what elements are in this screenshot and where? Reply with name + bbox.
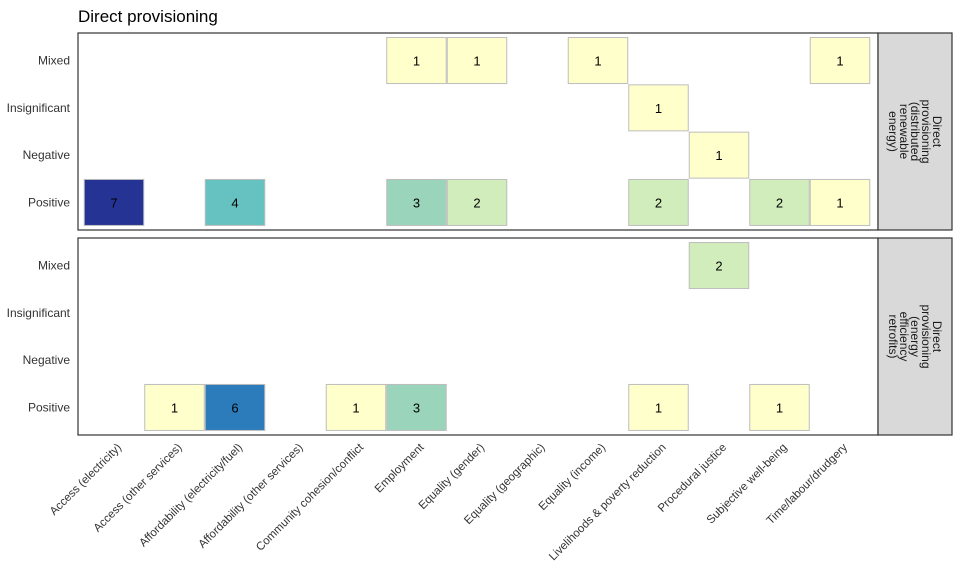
heatmap-tile bbox=[749, 383, 810, 431]
heatmap-tile bbox=[688, 242, 750, 290]
facet-strip-line: (energy bbox=[908, 316, 922, 357]
y-tick-label: Positive bbox=[28, 195, 70, 209]
cell-value-label: 2 bbox=[655, 195, 662, 210]
facet-strip-line: Direct bbox=[930, 321, 944, 353]
y-tick-label: Negative bbox=[23, 148, 71, 162]
cell-value-label: 1 bbox=[836, 195, 843, 210]
facet-strip bbox=[877, 237, 953, 436]
cell-value-label: 1 bbox=[776, 400, 783, 415]
heatmap-tile bbox=[386, 383, 447, 431]
cell-value-label: 1 bbox=[655, 400, 662, 415]
heatmap-cell: 1 bbox=[628, 84, 689, 132]
x-tick-label: Equality (gender) bbox=[417, 442, 488, 513]
cell-value-label: 1 bbox=[473, 54, 480, 69]
heatmap-cell: 2 bbox=[628, 178, 689, 226]
chart-title: Direct provisioning bbox=[78, 7, 218, 26]
heatmap-tile bbox=[628, 84, 689, 132]
heatmap-tile bbox=[567, 37, 629, 85]
heatmap-cell: 6 bbox=[204, 383, 266, 431]
heatmap-tile bbox=[749, 178, 810, 226]
heatmap-cell: 1 bbox=[809, 37, 871, 85]
heatmap-cell: 1 bbox=[567, 37, 629, 85]
cell-value-label: 4 bbox=[231, 195, 238, 210]
facet-strip-line: efficiency bbox=[897, 312, 911, 362]
y-tick-label: Mixed bbox=[38, 259, 70, 273]
facet-strip-line: renewable bbox=[897, 104, 911, 160]
facet-strip-line: Direct bbox=[930, 116, 944, 148]
panels-layer: Mixed Insignificant Negative Positive 1 1 1 1 1 1… bbox=[7, 32, 953, 436]
cell-value-label: 1 bbox=[715, 148, 722, 163]
facet-strip-line: provisioning bbox=[919, 304, 933, 368]
heatmap-cell: 1 bbox=[628, 383, 689, 431]
x-tick-label: Employment bbox=[373, 441, 427, 495]
panel-2: Mixed Insignificant Negative Positive 2 1 6 1 3 1… bbox=[7, 237, 953, 436]
heatmap-tile bbox=[83, 178, 145, 226]
cell-value-label: 7 bbox=[110, 195, 117, 210]
heatmap-tile bbox=[204, 383, 266, 431]
heatmap-cell: 1 bbox=[446, 37, 508, 85]
heatmap-cell: 3 bbox=[386, 178, 447, 226]
heatmap-cell: 1 bbox=[809, 178, 871, 226]
heatmap-tile bbox=[386, 37, 447, 85]
cell-value-label: 2 bbox=[473, 195, 480, 210]
cell-value-label: 3 bbox=[413, 195, 420, 210]
heatmap-cell: 3 bbox=[386, 383, 447, 431]
heatmap-tile bbox=[144, 383, 205, 431]
y-tick-label: Mixed bbox=[38, 54, 70, 68]
facet-strip-line: energy) bbox=[886, 111, 900, 152]
heatmap-cell: 2 bbox=[446, 178, 508, 226]
heatmap-tile bbox=[628, 383, 689, 431]
heatmap-tile bbox=[325, 383, 387, 431]
heatmap-tile bbox=[688, 131, 750, 179]
cell-value-label: 2 bbox=[776, 195, 783, 210]
heatmap-tile bbox=[809, 37, 871, 85]
heatmap-tile bbox=[204, 178, 266, 226]
cell-value-label: 1 bbox=[352, 400, 359, 415]
cell-value-label: 3 bbox=[413, 400, 420, 415]
x-axis: Access (electricity)Access (other servic… bbox=[48, 441, 850, 563]
panel-1: Mixed Insignificant Negative Positive 1 1 1 1 1 1… bbox=[7, 32, 953, 231]
x-tick-label: Equality (income) bbox=[537, 442, 608, 513]
cell-value-label: 1 bbox=[413, 54, 420, 69]
heatmap-cell: 2 bbox=[688, 242, 750, 290]
heatmap-cell: 1 bbox=[386, 37, 447, 85]
heatmap-tile bbox=[386, 178, 447, 226]
heatmap-cell: 1 bbox=[749, 383, 810, 431]
facet-strip-line: provisioning bbox=[919, 99, 933, 163]
facet-strip-line: (distributed bbox=[908, 102, 922, 161]
x-tick-label: Community cohesion/conflict bbox=[254, 441, 367, 554]
cell-value-label: 1 bbox=[594, 54, 601, 69]
cell-value-label: 2 bbox=[715, 259, 722, 274]
heatmap-tile bbox=[446, 37, 508, 85]
heatmap-cell: 7 bbox=[83, 178, 145, 226]
facet-strip-label: Directprovisioning(distributedrenewablee… bbox=[886, 99, 944, 163]
x-tick-label: Livelihoods & poverty reduction bbox=[547, 442, 669, 564]
heatmap-tile bbox=[628, 178, 689, 226]
y-tick-label: Insignificant bbox=[7, 306, 71, 320]
heatmap-cell: 1 bbox=[325, 383, 387, 431]
y-tick-label: Insignificant bbox=[7, 101, 71, 115]
x-tick-label: Affordability (other services) bbox=[197, 442, 306, 551]
facet-strip bbox=[877, 32, 953, 231]
heatmap-cell: 2 bbox=[749, 178, 810, 226]
x-tick-label: Affordability (electricity/fuel) bbox=[137, 442, 245, 550]
heatmap-tile bbox=[446, 178, 508, 226]
y-tick-label: Negative bbox=[23, 353, 71, 367]
heatmap-tile bbox=[809, 178, 871, 226]
y-tick-label: Positive bbox=[28, 400, 70, 414]
cell-value-label: 1 bbox=[171, 400, 178, 415]
facet-strip-label: Directprovisioning(energyefficiencyretro… bbox=[886, 304, 944, 368]
facet-strip-line: retrofits) bbox=[886, 314, 900, 358]
heatmap-cell: 1 bbox=[144, 383, 205, 431]
cell-value-label: 1 bbox=[655, 101, 662, 116]
cell-value-label: 6 bbox=[231, 400, 238, 415]
heatmap-cell: 1 bbox=[688, 131, 750, 179]
heatmap-cell: 4 bbox=[204, 178, 266, 226]
cell-value-label: 1 bbox=[836, 54, 843, 69]
